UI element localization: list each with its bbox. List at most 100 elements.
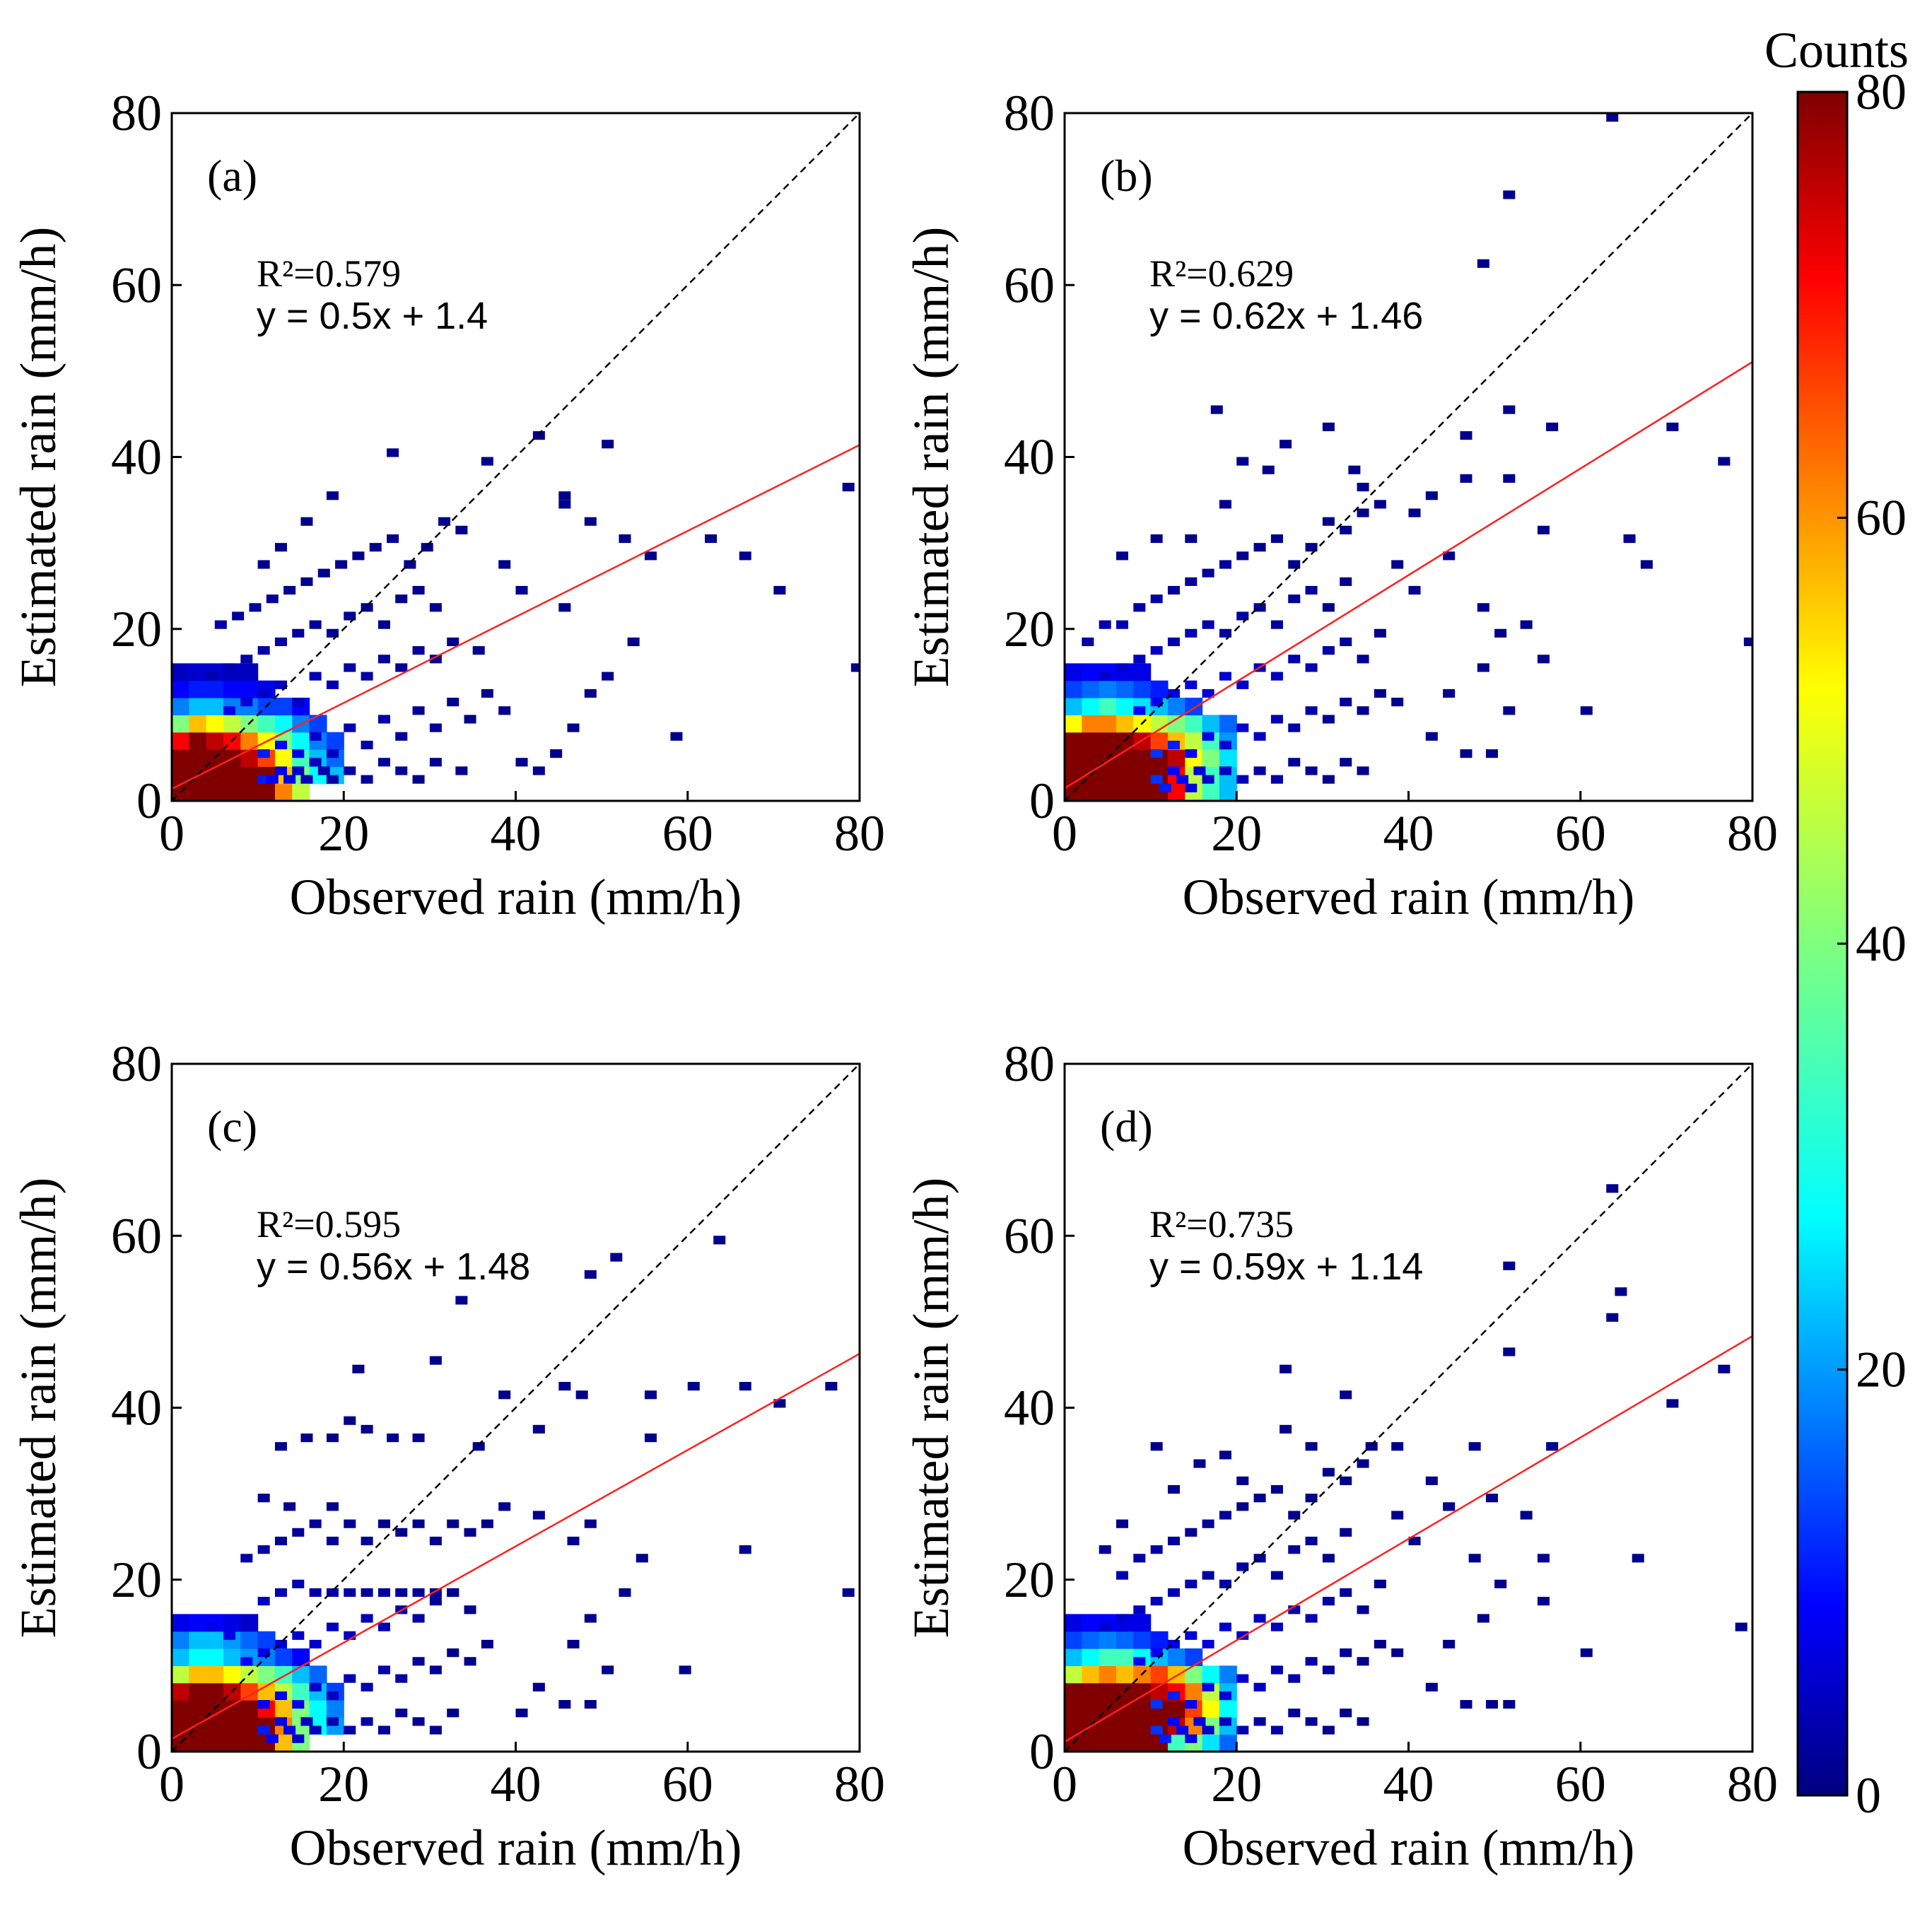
- heatmap-bin: [1460, 474, 1473, 483]
- heatmap-bin: [395, 1674, 408, 1683]
- heatmap-bin: [326, 491, 339, 500]
- heatmap-bin: [472, 1442, 485, 1451]
- heatmap-bin: [172, 715, 189, 733]
- heatmap-bin: [1167, 1588, 1180, 1598]
- x-tick-label: 0: [1052, 805, 1077, 862]
- heatmap-bin: [240, 766, 259, 785]
- heatmap-bin: [1202, 715, 1220, 733]
- heatmap-bin: [567, 1639, 580, 1649]
- heatmap-bin: [292, 1631, 305, 1640]
- heatmap-bin: [206, 783, 224, 801]
- heatmap-bin: [1219, 672, 1231, 681]
- heatmap-bin: [274, 1588, 287, 1598]
- y-axis-label: Estimated rain (mm/h): [903, 227, 959, 688]
- heatmap-bin: [1150, 1665, 1169, 1684]
- heatmap-bin: [713, 1236, 726, 1245]
- heatmap-bin: [584, 1700, 597, 1709]
- heatmap-bin: [842, 1588, 855, 1598]
- heatmap-bin: [429, 603, 442, 612]
- heatmap-bin: [274, 1536, 287, 1546]
- heatmap-bin: [1150, 680, 1169, 698]
- heatmap-bin: [610, 1253, 623, 1262]
- heatmap-bin: [1477, 603, 1489, 612]
- heatmap-bin: [412, 1614, 425, 1623]
- heatmap-bin: [602, 440, 614, 449]
- x-axis-label: Observed rain (mm/h): [1183, 1819, 1635, 1876]
- heatmap-bin: [464, 1528, 476, 1537]
- heatmap-bin: [1494, 1579, 1507, 1588]
- heatmap-bin: [257, 1725, 270, 1735]
- heatmap-bin: [498, 560, 511, 569]
- heatmap-bin: [352, 551, 365, 561]
- heatmap-bin: [317, 766, 330, 775]
- r-squared-text: R²=0.579: [257, 252, 401, 295]
- heatmap-bin: [309, 1725, 322, 1735]
- heatmap-bin: [1391, 1648, 1404, 1658]
- heatmap-bin: [644, 551, 657, 561]
- one-to-one-line: [1065, 113, 1752, 801]
- heatmap-bin: [377, 1622, 390, 1631]
- heatmap-bin: [1202, 1682, 1214, 1692]
- heatmap-bin: [172, 749, 189, 767]
- heatmap-bin: [447, 1708, 459, 1718]
- heatmap-bin: [292, 732, 310, 750]
- heatmap-bin: [429, 1536, 442, 1546]
- heatmap-bin: [584, 688, 597, 698]
- heatmap-bin: [1065, 715, 1082, 733]
- heatmap-bin: [326, 775, 339, 784]
- heatmap-bin: [679, 1665, 691, 1675]
- heatmap-bin: [344, 663, 356, 672]
- heatmap-bin: [326, 1622, 339, 1631]
- y-tick-label: 80: [111, 85, 162, 141]
- heatmap-bin: [567, 1536, 580, 1546]
- one-to-one-line: [1065, 1064, 1752, 1752]
- heatmap-bin: [1176, 1725, 1189, 1735]
- heatmap-bin: [1116, 766, 1134, 785]
- heatmap-bin: [1133, 663, 1152, 681]
- heatmap-bin: [292, 1682, 310, 1701]
- panel-c: 0 20 40 60 80 0 20 40 60 80 Observed rain (mm/h) Es…: [10, 1036, 885, 1876]
- heatmap-bin: [1219, 1622, 1231, 1631]
- heatmap-bin: [1425, 1682, 1438, 1692]
- heatmap-bin: [1340, 1528, 1352, 1537]
- heatmap-bin: [1606, 1313, 1619, 1322]
- heatmap-bin: [1357, 655, 1369, 664]
- heatmap-bin: [1623, 534, 1636, 544]
- heatmap-bin: [429, 655, 442, 664]
- heatmap-bin: [223, 680, 241, 698]
- heatmap-bin: [1202, 1665, 1220, 1684]
- heatmap-bin: [257, 1597, 270, 1606]
- heatmap-bin: [1503, 1261, 1516, 1270]
- heatmap-bin: [464, 715, 476, 724]
- heatmap-bin: [1202, 1639, 1214, 1649]
- heatmap-bin: [429, 758, 442, 767]
- heatmap-bin: [309, 1639, 322, 1649]
- heatmap-bin: [1485, 1700, 1498, 1709]
- heatmap-bin: [395, 594, 408, 604]
- heatmap-bin: [1280, 440, 1292, 449]
- heatmap-bin: [326, 628, 339, 638]
- heatmap-bin: [232, 611, 245, 621]
- heatmap-bin: [1408, 1536, 1421, 1546]
- heatmap-bin: [498, 706, 511, 715]
- heatmap-bin: [412, 1588, 425, 1598]
- regression-equation: y = 0.59x + 1.14: [1149, 1245, 1423, 1288]
- heatmap-bin: [1537, 1597, 1550, 1606]
- heatmap-bin: [644, 1433, 657, 1443]
- heatmap-bin: [1116, 749, 1134, 767]
- heatmap-bin: [1082, 1614, 1100, 1632]
- heatmap-bin: [240, 1554, 253, 1563]
- heatmap-bin: [1116, 1631, 1134, 1649]
- x-tick-label: 20: [1211, 805, 1262, 862]
- heatmap-bin: [206, 1682, 224, 1701]
- heatmap-bin: [206, 1648, 224, 1666]
- heatmap-bin: [1065, 698, 1082, 715]
- heatmap-bin: [1082, 1665, 1100, 1684]
- heatmap-bin: [1219, 783, 1237, 801]
- heatmap-bin: [1253, 1682, 1266, 1692]
- heatmap-bin: [1236, 551, 1249, 561]
- heatmap-bin: [361, 1717, 373, 1726]
- heatmap-bin: [274, 766, 287, 775]
- heatmap-bin: [300, 1433, 313, 1443]
- y-tick-label: 0: [136, 1723, 162, 1780]
